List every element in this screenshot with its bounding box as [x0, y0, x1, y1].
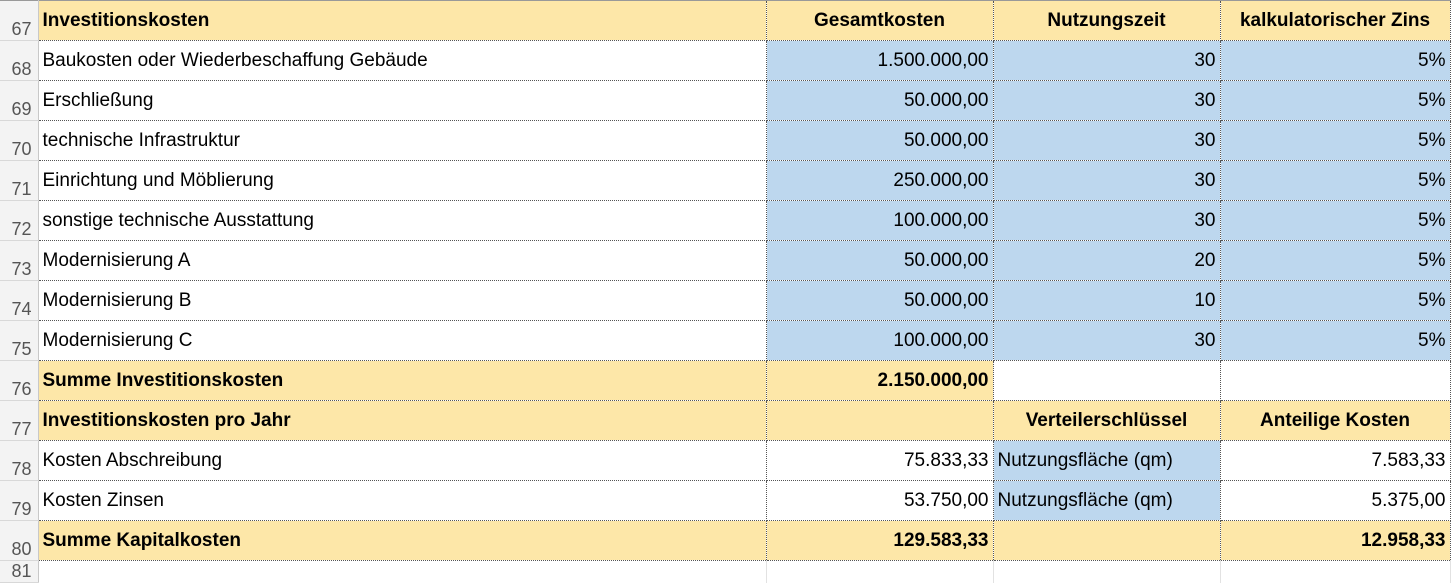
cell-b77[interactable] [766, 400, 994, 441]
table-row-67: 67 Investitionskosten Gesamtkosten Nutzu… [0, 0, 1451, 41]
cell-d78[interactable]: 7.583,33 [1220, 440, 1451, 481]
cell-c75[interactable]: 30 [993, 320, 1221, 361]
cell-b81[interactable] [766, 560, 994, 583]
row-header[interactable]: 71 [0, 160, 39, 201]
cell-b73[interactable]: 50.000,00 [766, 240, 994, 281]
cell-c79[interactable]: Nutzungsfläche (qm) [993, 480, 1221, 521]
row-header[interactable]: 81 [0, 560, 39, 583]
cell-d80[interactable]: 12.958,33 [1220, 520, 1451, 561]
cell-d73[interactable]: 5% [1220, 240, 1451, 281]
cell-d77[interactable]: Anteilige Kosten [1220, 400, 1451, 441]
cell-d69[interactable]: 5% [1220, 80, 1451, 121]
cell-a70[interactable]: technische Infrastruktur [38, 120, 767, 161]
cell-c72[interactable]: 30 [993, 200, 1221, 241]
cell-d76[interactable] [1220, 360, 1451, 401]
cell-b70[interactable]: 50.000,00 [766, 120, 994, 161]
cell-a76[interactable]: Summe Investitionskosten [38, 360, 767, 401]
cell-d70[interactable]: 5% [1220, 120, 1451, 161]
cell-d68[interactable]: 5% [1220, 40, 1451, 81]
cell-d75[interactable]: 5% [1220, 320, 1451, 361]
cell-c78[interactable]: Nutzungsfläche (qm) [993, 440, 1221, 481]
cell-c80[interactable] [993, 520, 1221, 561]
cell-b79[interactable]: 53.750,00 [766, 480, 994, 521]
cell-b67[interactable]: Gesamtkosten [766, 0, 994, 41]
cell-d67[interactable]: kalkulatorischer Zins [1220, 0, 1451, 41]
cell-c74[interactable]: 10 [993, 280, 1221, 321]
table-row-73: 73 Modernisierung A 50.000,00 20 5% [0, 240, 1451, 281]
cell-a79[interactable]: Kosten Zinsen [38, 480, 767, 521]
cell-c77[interactable]: Verteilerschlüssel [993, 400, 1221, 441]
cell-d79[interactable]: 5.375,00 [1220, 480, 1451, 521]
cell-c81[interactable] [993, 560, 1221, 583]
row-header[interactable]: 72 [0, 200, 39, 241]
table-row-79: 79 Kosten Zinsen 53.750,00 Nutzungsfläch… [0, 480, 1451, 521]
cell-d81[interactable] [1220, 560, 1451, 583]
row-header[interactable]: 78 [0, 440, 39, 481]
cell-d72[interactable]: 5% [1220, 200, 1451, 241]
table-row-71: 71 Einrichtung und Möblierung 250.000,00… [0, 160, 1451, 201]
cell-b74[interactable]: 50.000,00 [766, 280, 994, 321]
cell-a77[interactable]: Investitionskosten pro Jahr [38, 400, 767, 441]
cell-a78[interactable]: Kosten Abschreibung [38, 440, 767, 481]
row-header[interactable]: 67 [0, 0, 39, 41]
table-row-68: 68 Baukosten oder Wiederbeschaffung Gebä… [0, 40, 1451, 81]
cell-b76[interactable]: 2.150.000,00 [766, 360, 994, 401]
cell-a80[interactable]: Summe Kapitalkosten [38, 520, 767, 561]
cell-a67[interactable]: Investitionskosten [38, 0, 767, 41]
cell-b69[interactable]: 50.000,00 [766, 80, 994, 121]
cell-c69[interactable]: 30 [993, 80, 1221, 121]
table-row-72: 72 sonstige technische Ausstattung 100.0… [0, 200, 1451, 241]
cell-a75[interactable]: Modernisierung C [38, 320, 767, 361]
cell-c76[interactable] [993, 360, 1221, 401]
table-row-80: 80 Summe Kapitalkosten 129.583,33 12.958… [0, 520, 1451, 561]
cell-c70[interactable]: 30 [993, 120, 1221, 161]
row-header[interactable]: 69 [0, 80, 39, 121]
cell-a72[interactable]: sonstige technische Ausstattung [38, 200, 767, 241]
cell-b68[interactable]: 1.500.000,00 [766, 40, 994, 81]
cell-b80[interactable]: 129.583,33 [766, 520, 994, 561]
table-row-70: 70 technische Infrastruktur 50.000,00 30… [0, 120, 1451, 161]
cell-c68[interactable]: 30 [993, 40, 1221, 81]
cell-a68[interactable]: Baukosten oder Wiederbeschaffung Gebäude [38, 40, 767, 81]
cell-a73[interactable]: Modernisierung A [38, 240, 767, 281]
table-row-75: 75 Modernisierung C 100.000,00 30 5% [0, 320, 1451, 361]
cell-a71[interactable]: Einrichtung und Möblierung [38, 160, 767, 201]
row-header[interactable]: 77 [0, 400, 39, 441]
table-row-77: 77 Investitionskosten pro Jahr Verteiler… [0, 400, 1451, 441]
row-header[interactable]: 74 [0, 280, 39, 321]
cell-a81[interactable] [38, 560, 767, 583]
cell-b71[interactable]: 250.000,00 [766, 160, 994, 201]
cell-c73[interactable]: 20 [993, 240, 1221, 281]
cell-b72[interactable]: 100.000,00 [766, 200, 994, 241]
cell-b78[interactable]: 75.833,33 [766, 440, 994, 481]
cell-d71[interactable]: 5% [1220, 160, 1451, 201]
row-header[interactable]: 80 [0, 520, 39, 561]
row-header[interactable]: 73 [0, 240, 39, 281]
row-header[interactable]: 79 [0, 480, 39, 521]
cell-a69[interactable]: Erschließung [38, 80, 767, 121]
table-row-76: 76 Summe Investitionskosten 2.150.000,00 [0, 360, 1451, 401]
table-row-69: 69 Erschließung 50.000,00 30 5% [0, 80, 1451, 121]
cell-c67[interactable]: Nutzungszeit [993, 0, 1221, 41]
row-header[interactable]: 68 [0, 40, 39, 81]
cell-b75[interactable]: 100.000,00 [766, 320, 994, 361]
row-header[interactable]: 70 [0, 120, 39, 161]
table-row-78: 78 Kosten Abschreibung 75.833,33 Nutzung… [0, 440, 1451, 481]
row-header[interactable]: 75 [0, 320, 39, 361]
row-header[interactable]: 76 [0, 360, 39, 401]
table-row-81: 81 [0, 560, 1451, 583]
cell-d74[interactable]: 5% [1220, 280, 1451, 321]
cell-c71[interactable]: 30 [993, 160, 1221, 201]
table-row-74: 74 Modernisierung B 50.000,00 10 5% [0, 280, 1451, 321]
cell-a74[interactable]: Modernisierung B [38, 280, 767, 321]
